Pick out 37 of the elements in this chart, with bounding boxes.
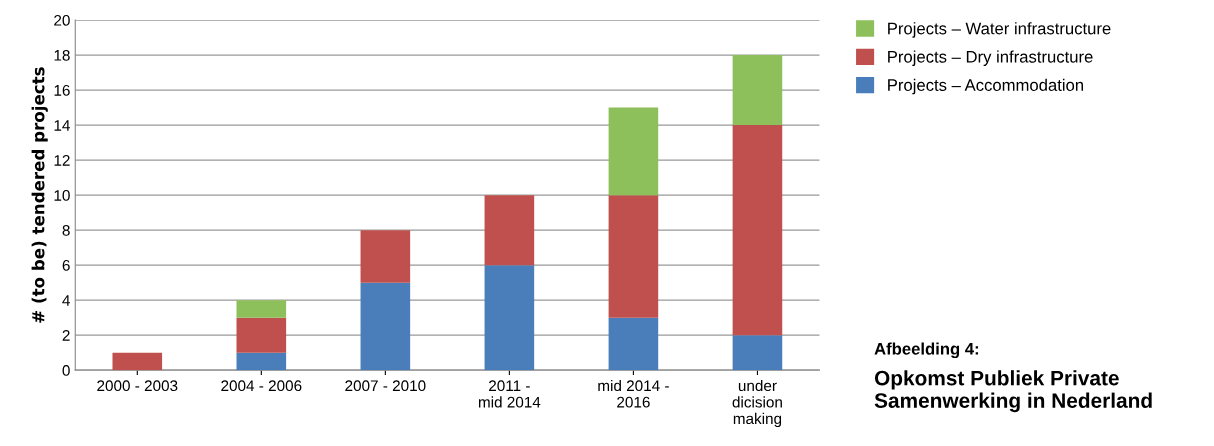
x-tick-label: 2004 - 2006 [221,380,302,392]
y-tick-label: 20 [54,14,70,26]
x-tick-label: 2000 - 2003 [97,380,178,392]
legend-label: Projects – Accommodation [888,78,1084,95]
bar [236,300,287,318]
bar [484,195,535,266]
y-tick-label: 16 [54,84,70,96]
y-tick-label: 0 [62,365,70,376]
bar [732,125,783,336]
bar [360,230,411,283]
text: Afbeelding 4: [874,342,979,359]
text: Opkomst Publiek Private Samenwerking in Nederland [874,370,1152,413]
bar [236,352,287,371]
x-tick-label: under dicision making [732,379,782,428]
y-axis-title: # (to be) tendered projects [31,67,48,323]
y-tick-label: 10 [54,189,70,201]
bar [732,335,783,371]
x-tick-label: mid 2014 - 2016 [598,379,669,408]
y-tick-label: 8 [62,225,70,236]
legend-label: Projects – Dry infrastructure [888,50,1093,66]
y-tick-label: 4 [62,295,70,306]
bar [112,352,163,371]
bar [360,282,411,371]
y-tick-label: 14 [54,120,70,131]
x-tick-label: 2007 - 2010 [345,380,426,392]
y-tick-label: 12 [54,154,70,166]
bar [732,55,783,126]
bar [608,317,659,371]
bar [484,265,535,371]
bar [236,317,287,353]
legend-label: Projects – Water infrastructure [888,22,1111,38]
x-tick-label: 2011 - mid 2014 [478,380,541,408]
y-tick-label: 6 [62,260,70,271]
bar [608,107,659,196]
y-tick-label: 2 [62,330,70,341]
y-tick-label: 18 [54,49,70,61]
bar [608,195,659,318]
